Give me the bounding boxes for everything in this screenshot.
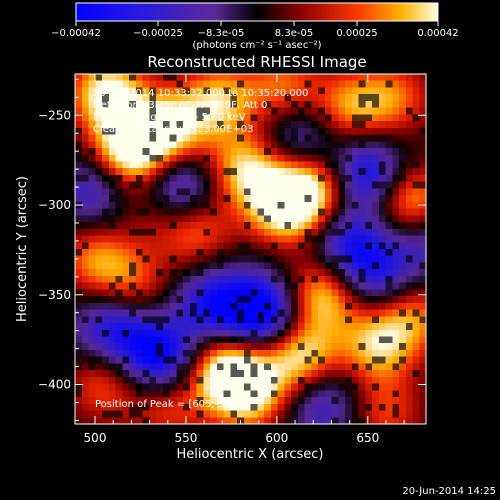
colorbar-tick-label: −0.00042: [51, 28, 101, 39]
annotation-clean-counts: Clean Total counts: 3.00E+03: [93, 124, 253, 135]
x-axis-label: Heliocentric X (arcsec): [177, 447, 324, 462]
axis-ticks: 500 550 600 650 −250 −300 −350 −400: [38, 74, 426, 445]
heatmap-image: [75, 74, 426, 424]
y-tick-label: −350: [38, 288, 71, 302]
colorbar: [75, 2, 439, 22]
colorbar-tick-label: 8.3e-05: [275, 28, 313, 39]
colorbar-ticks: −0.00042 −0.00025 −8.3e-05 8.3e-05 0.00025 0.…: [51, 21, 459, 39]
y-tick-label: −400: [38, 378, 71, 392]
annotation-energy-range: Energy Range: 25.0 - 50.0 keV: [93, 112, 246, 123]
colorbar-tick-label: 0.00042: [417, 28, 458, 39]
colorbar-tick-label: 0.00025: [336, 28, 377, 39]
annotation-detectors: Detectors: 3F 5F 6F 7F 8F 9F, Att 0: [93, 100, 267, 111]
footer-timestamp: 20-Jun-2014 14:25: [402, 486, 496, 497]
colorbar-unit: (photons cm⁻² s⁻¹ asec⁻²): [192, 40, 321, 51]
peak-position-label: Position of Peak = [605,-300]: [95, 399, 241, 410]
peak-marker: [258, 312, 264, 318]
y-tick-label: −300: [38, 198, 71, 212]
y-axis-label: Heliocentric Y (arcsec): [15, 176, 30, 322]
colorbar-tick-label: −0.00025: [133, 28, 183, 39]
colorbar-tick-label: −8.3e-05: [198, 28, 245, 39]
x-tick-label: 650: [356, 431, 379, 445]
chart-title: Reconstructed RHESSI Image: [147, 53, 366, 71]
heatmap-plot: [74, 73, 427, 425]
plot-frame: [74, 73, 427, 425]
annotation-time-range: 20-Jun-2014 10:33:32.000 to 10:35:20.000: [93, 88, 309, 99]
x-tick-label: 600: [265, 431, 288, 445]
x-tick-label: 550: [174, 431, 197, 445]
y-tick-label: −250: [38, 108, 71, 122]
x-tick-label: 500: [84, 431, 107, 445]
